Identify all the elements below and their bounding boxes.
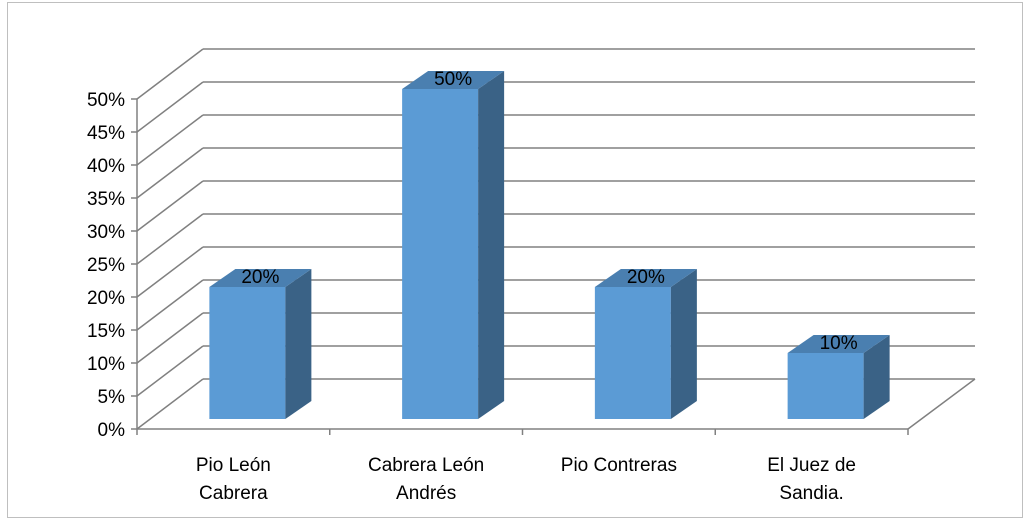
- y-tick-label: 20%: [87, 288, 125, 309]
- data-label: 20%: [627, 267, 665, 288]
- gridline-side: [136, 312, 204, 364]
- gridline-side: [136, 246, 204, 298]
- bar-top: [402, 71, 505, 89]
- labels: 0% 5% 10% 15% 20% 25% 30% 35% 40% 45% 50% 20% Pio Le…: [87, 69, 858, 504]
- bar-front: [209, 287, 286, 419]
- y-tick-label: 50%: [87, 90, 125, 111]
- y-tick-label: 30%: [87, 222, 125, 243]
- gridline-side: [136, 279, 204, 331]
- y-tick-label: 25%: [87, 255, 125, 276]
- bar-front: [402, 89, 479, 419]
- gridline-side: [136, 378, 204, 430]
- gridline-side: [136, 147, 204, 199]
- y-tick-label: 45%: [87, 123, 125, 144]
- bar-side: [670, 269, 697, 419]
- category-label: Cabrera: [199, 483, 268, 504]
- category-label: El Juez de: [767, 455, 856, 476]
- bar-top: [787, 335, 890, 353]
- axes: [131, 98, 909, 435]
- gridline-side: [136, 213, 204, 265]
- category-label: Sandia.: [779, 483, 843, 504]
- gridline-side: [136, 180, 204, 232]
- bars: [209, 71, 890, 419]
- bar-front: [594, 287, 671, 419]
- data-label: 50%: [434, 69, 472, 90]
- data-label: 10%: [820, 333, 858, 354]
- y-tick-label: 5%: [98, 387, 126, 408]
- y-tick-label: 15%: [87, 321, 125, 342]
- chart-frame: [7, 2, 1023, 518]
- gridline-side: [136, 114, 204, 166]
- y-tick-label: 40%: [87, 156, 125, 177]
- category-label: Andrés: [396, 483, 456, 504]
- gridline-side: [136, 48, 204, 100]
- y-tick-label: 0%: [98, 420, 126, 441]
- category-label: Cabrera León: [368, 455, 484, 476]
- gridlines: [136, 48, 976, 430]
- y-tick-label: 35%: [87, 189, 125, 210]
- bar-top: [594, 269, 697, 287]
- data-label: 20%: [241, 267, 279, 288]
- bar-front: [787, 353, 864, 419]
- floor-right-edge: [907, 378, 976, 430]
- category-label: Pio Contreras: [561, 455, 677, 476]
- y-tick-label: 10%: [87, 354, 125, 375]
- bar-side: [285, 269, 312, 419]
- gridline-side: [136, 345, 204, 397]
- category-label: Pio León: [196, 455, 271, 476]
- bar-top: [209, 269, 312, 287]
- gridline-side: [136, 81, 204, 133]
- bar-side: [863, 335, 890, 419]
- bar-side: [478, 71, 505, 419]
